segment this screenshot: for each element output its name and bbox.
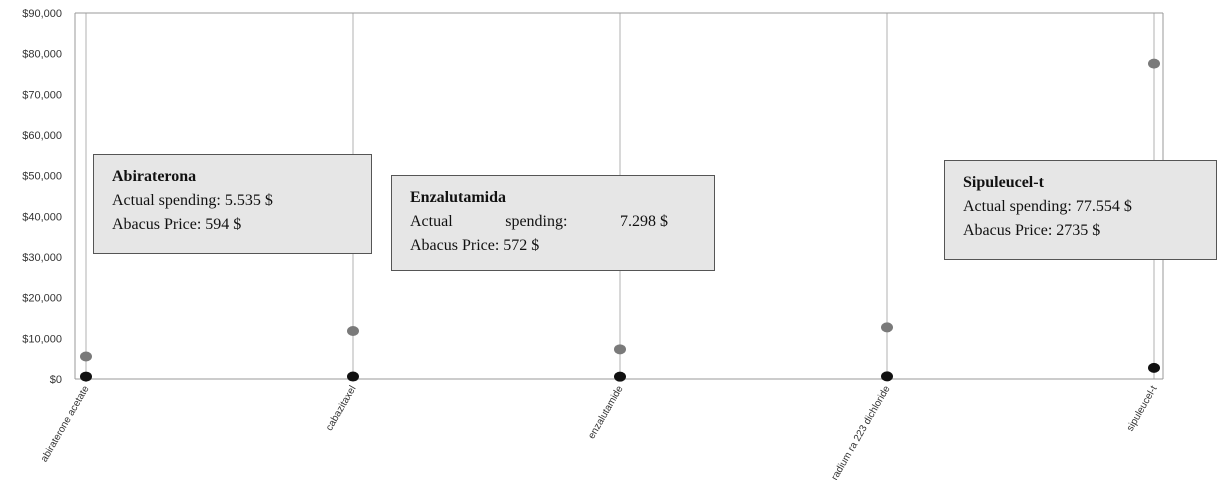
data-point-series1: [881, 322, 893, 333]
x-tick-label: abiraterone acetate: [39, 384, 92, 465]
x-tick-label: enzalutamide: [586, 384, 625, 441]
y-tick-label: $80,000: [22, 49, 62, 61]
y-tick-label: $60,000: [22, 130, 62, 142]
annotation-abiraterona: Abiraterona Actual spending: 5.535 $ Aba…: [93, 154, 372, 254]
annotation-title: Enzalutamida: [410, 189, 507, 206]
annotation-sipuleucel: Sipuleucel-t Actual spending: 77.554 $ A…: [944, 160, 1217, 260]
annotation-title: Abiraterona: [112, 168, 197, 185]
annotation-spending: Actual spending: 7.298 $: [410, 213, 668, 230]
x-tick-label: sipuleucel-t: [1125, 384, 1160, 433]
y-tick-label: $70,000: [22, 89, 62, 101]
annotation-spending: Actual spending: 5.535 $: [112, 192, 273, 209]
data-point-series2: [1148, 362, 1160, 373]
y-tick-label: $50,000: [22, 171, 62, 183]
data-point-series2: [80, 371, 92, 382]
annotation-price: Abacus Price: 594 $: [112, 216, 242, 233]
y-tick-label: $30,000: [22, 252, 62, 264]
annotation-price: Abacus Price: 572 $: [410, 237, 540, 254]
annotation-price: Abacus Price: 2735 $: [963, 222, 1101, 239]
y-tick-label: $90,000: [22, 8, 62, 20]
data-point-series1: [347, 326, 359, 337]
data-point-series1: [1148, 58, 1160, 69]
data-point-series2: [881, 371, 893, 382]
annotation-title: Sipuleucel-t: [963, 174, 1044, 191]
x-tick-label: cabazitaxel: [324, 384, 359, 433]
y-tick-label: $40,000: [22, 211, 62, 223]
x-tick-labels: abiraterone acetate cabazitaxel enzalutami…: [39, 384, 1160, 480]
data-point-series2: [347, 371, 359, 382]
data-point-series1: [614, 344, 626, 355]
data-point-series2: [614, 371, 626, 382]
annotation-spending: Actual spending: 77.554 $: [963, 198, 1132, 215]
y-tick-label: $0: [50, 374, 62, 386]
x-tick-label: radium ra 223 dichloride: [829, 384, 892, 480]
y-tick-label: $20,000: [22, 293, 62, 305]
annotation-enzalutamida: Enzalutamida Actual spending: 7.298 $ Ab…: [391, 175, 715, 271]
data-points: [80, 58, 1160, 382]
data-point-series1: [80, 351, 92, 362]
y-tick-labels: $0 $10,000 $20,000 $30,000 $40,000 $50,000 $60…: [22, 8, 62, 386]
y-tick-label: $10,000: [22, 333, 62, 345]
